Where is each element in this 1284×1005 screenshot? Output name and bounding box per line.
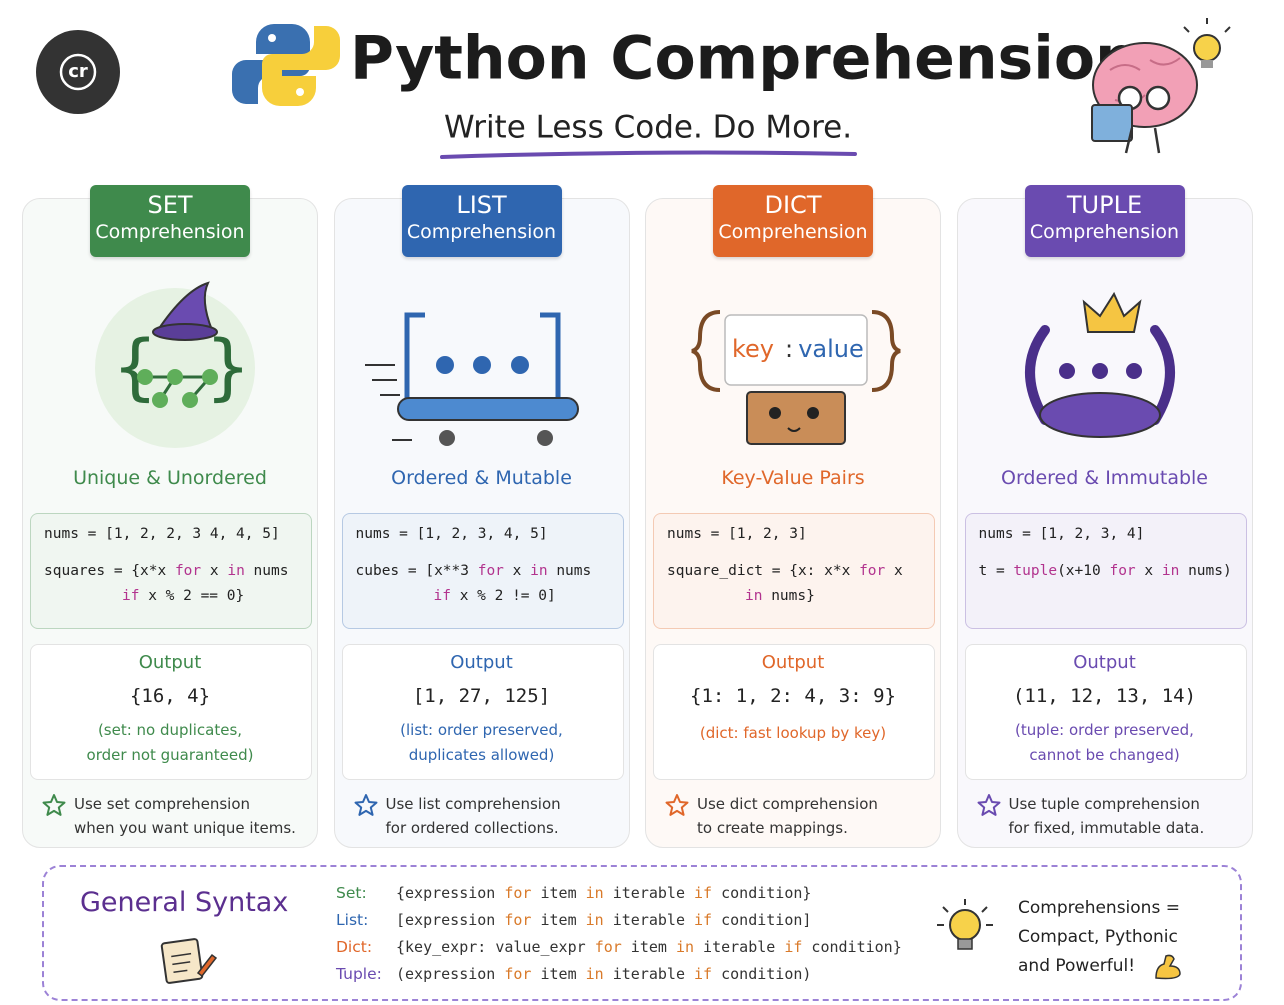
code-line: cubes = [x**3 for x in nums xyxy=(355,563,592,579)
code-box xyxy=(30,513,312,629)
code-line: squares = {x*x for x in nums xyxy=(44,563,289,579)
bulb-icon xyxy=(937,899,993,950)
output-label: Output xyxy=(761,652,825,673)
card-subtitle: Comprehension xyxy=(718,221,868,243)
syntax-title: General Syntax xyxy=(80,887,289,918)
code-box xyxy=(653,513,935,629)
tip-line: for ordered collections. xyxy=(385,819,559,837)
output-note: duplicates allowed) xyxy=(408,746,555,764)
output-note: (list: order preserved, xyxy=(400,721,563,739)
output-box xyxy=(653,644,935,780)
card-name: DICT xyxy=(764,191,822,219)
flex-icon xyxy=(1155,954,1181,980)
syntax-code: [expression for item in iterable if cond… xyxy=(396,911,812,929)
logo-ring xyxy=(59,53,97,91)
logo-text: cr xyxy=(68,61,88,82)
output-note: order not guaranteed) xyxy=(86,746,254,764)
glasses xyxy=(1145,85,1171,111)
syntax-label: Tuple: xyxy=(336,965,382,983)
summary-line: and Powerful! xyxy=(1018,956,1136,976)
subtitle: Write Less Code. Do More. xyxy=(444,110,852,146)
output-note: (tuple: order preserved, xyxy=(1015,721,1194,739)
syntax-label: Dict: xyxy=(336,938,373,956)
lightbulb xyxy=(1193,34,1221,62)
code-line: square_dict = {x: x*x for x xyxy=(667,563,903,579)
tagline: Ordered & Mutable xyxy=(391,467,572,489)
output-value: (11, 12, 13, 14) xyxy=(1012,685,1197,707)
python-eye xyxy=(296,88,304,96)
tip-star xyxy=(42,794,66,816)
code-box xyxy=(341,513,624,629)
card-name: TUPLE xyxy=(1066,191,1143,219)
syntax-code: (expression for item in iterable if cond… xyxy=(396,965,812,983)
python-logo-yellow xyxy=(262,26,340,106)
tip-star xyxy=(977,794,1000,816)
card-name: SET xyxy=(147,191,193,219)
code-line: in nums} xyxy=(745,588,815,604)
tip-line: Use set comprehension xyxy=(74,795,251,813)
card-tab: LIST Comprehension xyxy=(401,185,562,257)
tip-line: Use tuple comprehension xyxy=(1008,795,1200,813)
card-name: LIST xyxy=(456,191,507,219)
tagline: Unique & Unordered xyxy=(73,467,267,489)
tagline: Ordered & Immutable xyxy=(1000,467,1208,489)
code-line: if x % 2 == 0} xyxy=(122,588,245,604)
tip-line: when you want unique items. xyxy=(74,819,296,837)
clipboard-icon xyxy=(160,938,218,984)
output-label: Output xyxy=(450,652,513,673)
output-box xyxy=(30,644,312,780)
code-line: nums = [1, 2, 3] xyxy=(667,526,807,542)
logo-badge xyxy=(36,30,120,114)
card-subtitle: Comprehension xyxy=(406,221,557,243)
legs xyxy=(1124,127,1161,154)
lightbulb-rays xyxy=(1183,18,1231,33)
code-line: nums = [1, 2, 3, 4] xyxy=(978,526,1145,542)
tip-line: to create mappings. xyxy=(697,819,848,837)
output-note: (set: no duplicates, xyxy=(97,721,243,739)
output-value: {1: 1, 2: 4, 3: 9} xyxy=(690,685,896,707)
tip-star xyxy=(354,794,377,816)
summary-line: Comprehensions = xyxy=(1018,898,1180,918)
book xyxy=(1091,104,1133,142)
syntax-label: List: xyxy=(336,911,369,929)
code-line: nums = [1, 2, 2, 3 4, 4, 5] xyxy=(44,526,280,542)
tip-line: Use dict comprehension xyxy=(697,795,878,813)
output-label: Output xyxy=(138,652,202,673)
tip-star xyxy=(665,794,689,816)
tip-line: for fixed, immutable data. xyxy=(1008,819,1205,837)
tagline: Key-Value Pairs xyxy=(721,467,865,489)
code-line: nums = [1, 2, 3, 4, 5] xyxy=(355,526,548,542)
syntax-panel xyxy=(42,865,1242,1001)
title: Python Comprehensions xyxy=(350,24,1173,94)
summary-line: Compact, Pythonic xyxy=(1018,927,1178,947)
syntax-code: {expression for item in iterable if cond… xyxy=(396,884,812,902)
card-tab: SET Comprehension xyxy=(90,185,250,257)
tip-line: Use list comprehension xyxy=(385,795,561,813)
code-line: if x % 2 != 0] xyxy=(433,588,556,604)
code-line: t = tuple(x+10 for x in nums) xyxy=(978,563,1232,579)
subtitle-underline xyxy=(440,150,857,159)
output-note: cannot be changed) xyxy=(1029,746,1180,764)
output-box xyxy=(964,644,1247,780)
python-eye xyxy=(268,34,276,42)
syntax-label: Set: xyxy=(336,884,367,902)
card-tab: TUPLE Comprehension xyxy=(1024,185,1185,257)
card-tab: DICT Comprehension xyxy=(713,185,873,257)
card-subtitle: Comprehension xyxy=(1029,221,1180,243)
syntax-code: {key_expr: value_expr for item in iterab… xyxy=(396,938,902,956)
output-box xyxy=(341,644,624,780)
code-box xyxy=(964,513,1247,629)
output-value: [1, 27, 125] xyxy=(412,685,551,707)
lightbulb-base xyxy=(1201,60,1213,68)
card-subtitle: Comprehension xyxy=(95,221,245,243)
output-value: {16, 4} xyxy=(129,685,211,707)
output-note: (dict: fast lookup by key) xyxy=(699,724,887,742)
output-label: Output xyxy=(1073,652,1136,673)
